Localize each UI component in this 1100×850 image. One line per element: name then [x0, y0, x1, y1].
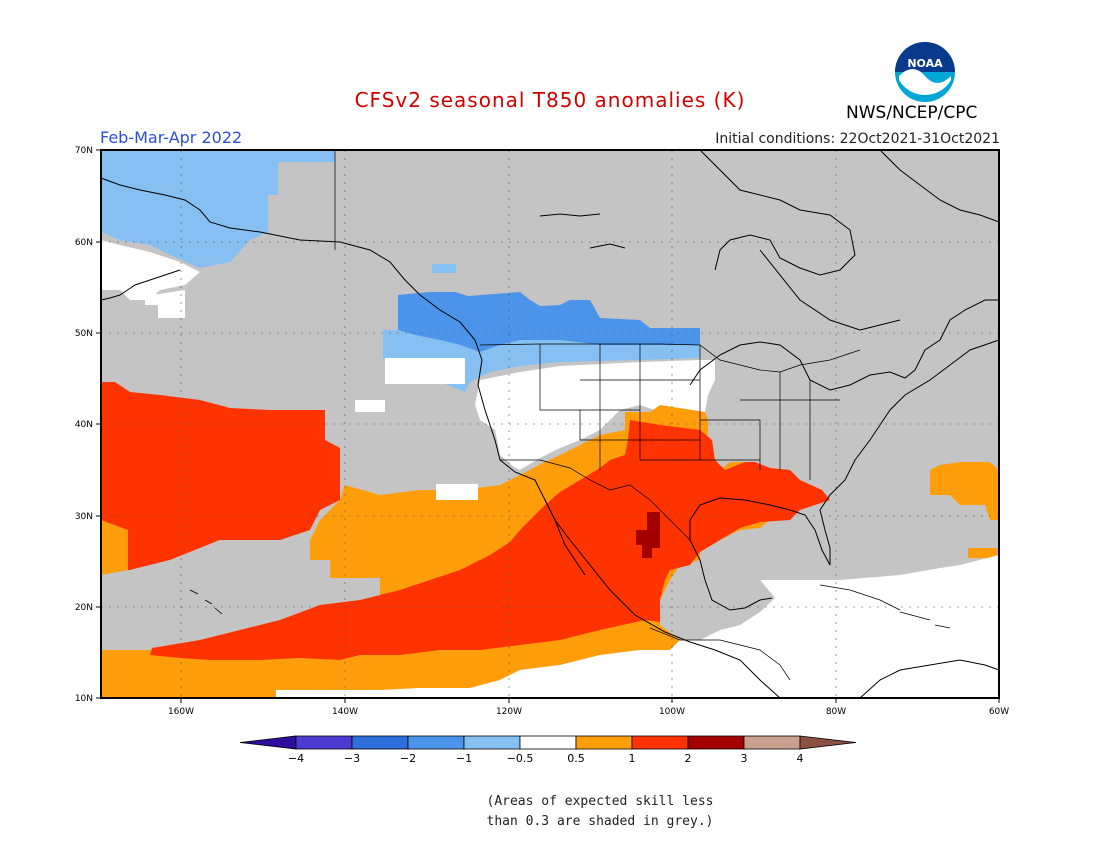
lat-label: 50N — [75, 329, 93, 339]
anomaly-region-pacific-red — [101, 382, 340, 570]
colorbar-arrow-right — [799, 735, 857, 750]
gridlines — [101, 150, 999, 698]
colorbar-swatch — [687, 735, 745, 750]
colorbar-swatch — [463, 735, 521, 750]
noaa-logo-icon: NOAA — [895, 42, 955, 102]
skill-note-line: than 0.3 are shaded in grey.) — [486, 814, 714, 829]
anomaly-region-white-patch — [436, 484, 478, 500]
lon-label: 80W — [826, 707, 846, 717]
anomaly-region-mexico-red — [150, 420, 830, 660]
colorbar-swatch — [575, 735, 633, 750]
anomaly-region-red-patch — [586, 490, 602, 502]
colorbar-label: −2 — [400, 752, 416, 765]
colorbar-swatch — [743, 735, 801, 750]
lat-label: 60N — [75, 238, 93, 248]
colorbar-label: 3 — [741, 752, 748, 765]
anomaly-region-white-nw — [385, 358, 465, 384]
lat-label: 30N — [75, 512, 93, 522]
colorbar: −4 −3 −2 −1 −0.5 0.5 1 2 3 4 — [239, 735, 857, 765]
colorbar-swatch — [519, 735, 577, 750]
colorbar-label: 1 — [629, 752, 636, 765]
coastlines — [100, 149, 1000, 699]
anomaly-region-sw-grey — [478, 420, 520, 480]
lon-label: 140W — [332, 707, 358, 717]
anomaly-region-atlantic-orange — [930, 462, 999, 520]
colorbar-label: −0.5 — [507, 752, 534, 765]
initial-conditions-label: Initial conditions: 22Oct2021-31Oct2021 — [715, 131, 1000, 147]
colorbar-swatch — [295, 735, 353, 750]
colorbar-swatch — [407, 735, 465, 750]
anomaly-region-blue-patch — [432, 264, 456, 273]
anomaly-region-caribbean-grey — [660, 580, 775, 640]
logo-text: NOAA — [907, 57, 943, 70]
anomaly-region-dark-red — [636, 512, 660, 558]
lat-label: 10N — [75, 694, 93, 704]
agency-label: NWS/NCEP/CPC — [846, 103, 978, 123]
anomaly-region-us-white — [475, 360, 715, 470]
skill-note-line: (Areas of expected skill less — [486, 794, 714, 809]
skill-note: (Areas of expected skill less than 0.3 a… — [440, 792, 760, 832]
anomaly-region-orange-patch — [968, 548, 999, 558]
lat-label: 20N — [75, 603, 93, 613]
lat-label: 40N — [75, 420, 93, 430]
anomaly-region-white-ca — [355, 400, 385, 412]
lat-label: 70N — [75, 146, 93, 156]
anomaly-region-alaska-white2 — [145, 290, 185, 318]
political-borders — [334, 150, 861, 681]
colorbar-label: 4 — [797, 752, 804, 765]
colorbar-label: 0.5 — [567, 752, 585, 765]
season-label: Feb-Mar-Apr 2022 — [100, 128, 243, 147]
lon-label: 120W — [496, 707, 522, 717]
colorbar-swatch — [631, 735, 689, 750]
colorbar-arrow-left — [239, 735, 297, 750]
anomaly-region-caribbean-white — [276, 555, 999, 698]
axis-ticks — [96, 149, 1000, 703]
anomaly-region-alaska-white — [101, 240, 200, 300]
islands — [189, 584, 951, 629]
lon-label: 100W — [659, 707, 685, 717]
colorbar-label: 2 — [685, 752, 692, 765]
anomaly-region-pacific-grey — [101, 540, 380, 650]
lon-label: 160W — [168, 707, 194, 717]
anomaly-region-wcanada-blue — [398, 292, 700, 352]
colorbar-label: −3 — [344, 752, 360, 765]
anomaly-region-alaska-blue — [101, 150, 335, 268]
colorbar-swatch — [351, 735, 409, 750]
colorbar-label: −4 — [288, 752, 304, 765]
lon-label: 60W — [989, 707, 1009, 717]
colorbar-label: −1 — [456, 752, 472, 765]
map-title: CFSv2 seasonal T850 anomalies (K) — [354, 88, 746, 112]
